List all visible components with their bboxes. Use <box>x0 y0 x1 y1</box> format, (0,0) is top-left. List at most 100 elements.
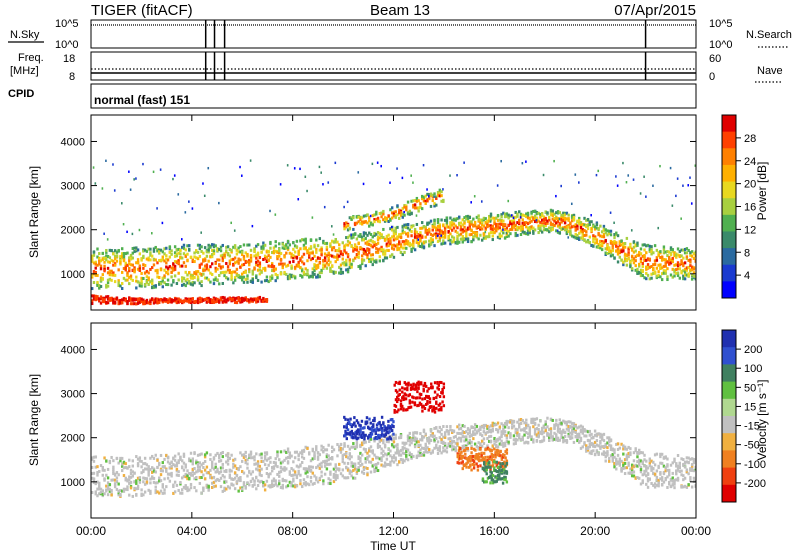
power-pixel <box>403 223 406 227</box>
power-pixel <box>431 228 434 232</box>
power-pixel <box>159 168 162 171</box>
velocity-pixel <box>299 451 302 455</box>
power-pixel <box>313 263 316 267</box>
power-pixel <box>620 239 623 243</box>
power-pixel <box>163 247 166 251</box>
velocity-pixel <box>394 433 397 437</box>
power-pixel <box>676 264 680 268</box>
power-pixel <box>214 244 217 248</box>
velocity-pixel <box>158 461 161 465</box>
power-pixel <box>509 222 512 226</box>
power-pixel <box>274 267 277 271</box>
power-pixel <box>436 193 440 197</box>
power-pixel <box>424 194 427 198</box>
power-pixel <box>161 276 164 280</box>
velocity-pixel <box>184 463 187 467</box>
power-pixel <box>562 213 565 217</box>
power-pixel <box>304 272 307 276</box>
power-pixel <box>133 302 136 306</box>
power-pixel <box>122 297 126 301</box>
power-pixel <box>475 235 479 239</box>
velocity-pixel <box>551 438 554 442</box>
power-pixel <box>496 218 500 222</box>
power-pixel <box>623 254 627 258</box>
velocity-pixel <box>203 459 207 463</box>
power-pixel <box>126 273 129 277</box>
velocity-pixel <box>320 474 323 478</box>
velocity-pixel <box>410 452 413 456</box>
power-pixel <box>193 271 196 275</box>
power-pixel <box>200 299 203 303</box>
power-pixel <box>371 162 374 166</box>
velocity-pixel <box>438 445 442 449</box>
power-pixel <box>355 248 359 252</box>
power-pixel <box>318 237 322 241</box>
power-pixel <box>214 300 217 304</box>
power-pixel <box>459 232 463 236</box>
power-pixel <box>643 243 646 247</box>
power-pixel <box>339 252 343 256</box>
power-pixel <box>263 266 267 270</box>
power-pixel <box>452 222 456 226</box>
velocity-pixel <box>274 463 277 467</box>
power-pixel <box>403 204 406 208</box>
velocity-pixel <box>595 439 599 443</box>
velocity-pixel <box>408 453 412 457</box>
velocity-pixel <box>491 421 494 425</box>
power-pixel <box>300 267 304 271</box>
power-pixel <box>412 181 414 184</box>
power-pixel <box>579 226 583 230</box>
power-pixel <box>237 261 240 265</box>
power-pixel <box>293 255 297 259</box>
power-pixel <box>334 237 337 241</box>
velocity-pixel <box>588 433 592 437</box>
power-pixel <box>456 226 459 230</box>
velocity-pixel <box>313 474 316 478</box>
velocity-pixel <box>269 472 272 476</box>
velocity-pixel <box>338 462 341 466</box>
power-pixel <box>579 223 583 227</box>
power-pixel <box>496 225 500 229</box>
power-pixel <box>500 159 502 163</box>
power-pixel <box>431 193 434 197</box>
power-pixel <box>643 276 646 280</box>
velocity-pixel <box>516 420 519 424</box>
velocity-pixel <box>323 464 327 468</box>
power-pixel <box>299 266 302 270</box>
power-pixel <box>309 245 313 249</box>
velocity-pixel <box>489 434 493 438</box>
power-pixel <box>371 257 374 261</box>
velocity-pixel <box>415 437 419 441</box>
power-pixel <box>512 218 516 222</box>
power-pixel <box>128 269 131 273</box>
power-pixel <box>283 244 286 248</box>
power-pixel <box>198 300 202 304</box>
power-pixel <box>666 275 669 279</box>
power-pixel <box>682 264 685 268</box>
velocity-pixel <box>105 459 108 463</box>
velocity-pixel <box>615 442 618 446</box>
power-pixel <box>526 231 529 235</box>
power-pixel <box>202 298 205 302</box>
velocity-pixel <box>595 443 599 447</box>
power-pixel <box>232 263 235 267</box>
power-pixel <box>318 271 322 275</box>
velocity-pixel <box>525 418 528 422</box>
power-pixel <box>510 225 514 229</box>
velocity-pixel <box>103 492 106 496</box>
power-pixel <box>488 232 491 236</box>
velocity-pixel <box>516 431 519 435</box>
power-pixel <box>207 296 210 300</box>
velocity-pixel <box>606 441 609 445</box>
power-pixel <box>685 256 689 260</box>
power-pixel <box>184 264 187 268</box>
power-pixel <box>465 230 468 234</box>
velocity-pixel <box>304 471 307 475</box>
velocity-pixel <box>373 453 376 457</box>
power-pixel <box>184 297 187 301</box>
velocity-pixel <box>260 479 263 483</box>
velocity-pixel <box>466 432 470 436</box>
power-pixel <box>258 268 262 272</box>
velocity-pixel <box>574 431 577 435</box>
power-pixel <box>403 230 406 234</box>
